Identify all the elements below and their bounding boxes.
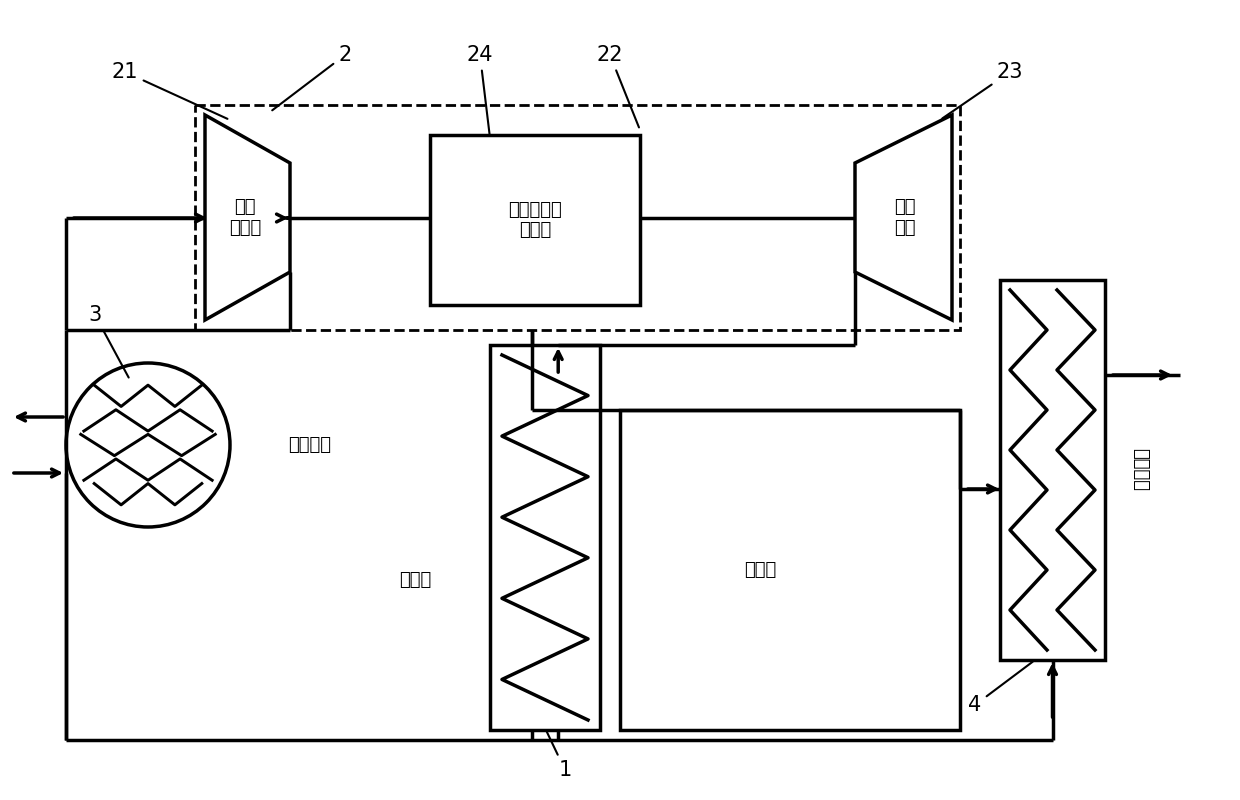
Text: 消化
心机: 消化 心机 bbox=[894, 198, 916, 237]
Text: 换热器: 换热器 bbox=[744, 561, 776, 579]
Text: 21: 21 bbox=[112, 62, 227, 119]
Bar bbox=[620, 410, 960, 730]
Polygon shape bbox=[856, 115, 952, 320]
Text: 冷量输出: 冷量输出 bbox=[1131, 449, 1149, 491]
Bar bbox=[430, 135, 640, 305]
Text: 1: 1 bbox=[546, 730, 572, 780]
Text: 离心
压缩机: 离心 压缩机 bbox=[229, 198, 262, 237]
Text: 3: 3 bbox=[88, 305, 129, 378]
Text: 24: 24 bbox=[466, 45, 494, 135]
Bar bbox=[195, 105, 960, 330]
Text: 22: 22 bbox=[596, 45, 639, 127]
Text: 回冷器: 回冷器 bbox=[399, 571, 432, 589]
Text: 4: 4 bbox=[968, 662, 1033, 715]
Text: 2: 2 bbox=[273, 45, 352, 110]
Text: 23: 23 bbox=[942, 62, 1023, 118]
Bar bbox=[999, 280, 1105, 660]
Circle shape bbox=[66, 363, 229, 527]
Text: 水冷却器: 水冷却器 bbox=[289, 436, 331, 454]
Bar bbox=[490, 345, 600, 730]
Polygon shape bbox=[205, 115, 290, 320]
Text: 永磁同步高
速电机: 永磁同步高 速电机 bbox=[508, 201, 562, 239]
